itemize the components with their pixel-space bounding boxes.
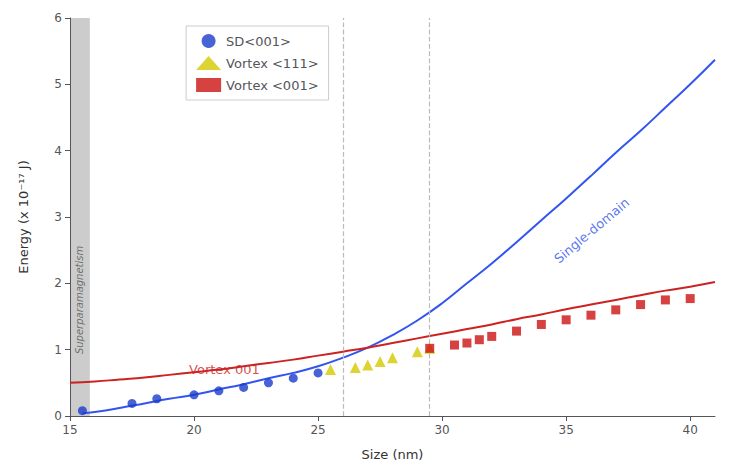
svg-text:Single-domain: Single-domain [551,195,632,267]
svg-text:0: 0 [54,409,62,423]
svg-text:Energy (x 10⁻¹⁷ J): Energy (x 10⁻¹⁷ J) [16,160,31,273]
svg-text:SD<001>: SD<001> [226,34,291,49]
svg-text:30: 30 [434,423,449,437]
svg-text:6: 6 [54,11,62,25]
svg-text:Superparamagnetism: Superparamagnetism [74,245,85,354]
svg-text:2: 2 [54,276,62,290]
svg-text:Vortex 001: Vortex 001 [189,362,260,377]
svg-text:Vortex <111>: Vortex <111> [226,56,318,71]
svg-text:25: 25 [310,423,325,437]
svg-text:35: 35 [559,423,574,437]
svg-text:5: 5 [54,77,62,91]
svg-text:3: 3 [54,210,62,224]
svg-text:40: 40 [683,423,698,437]
svg-text:15: 15 [62,423,77,437]
svg-text:Vortex <001>: Vortex <001> [226,78,318,93]
svg-text:4: 4 [54,144,62,158]
svg-text:1: 1 [54,343,62,357]
svg-text:20: 20 [186,423,201,437]
svg-text:Size (nm): Size (nm) [362,447,424,462]
